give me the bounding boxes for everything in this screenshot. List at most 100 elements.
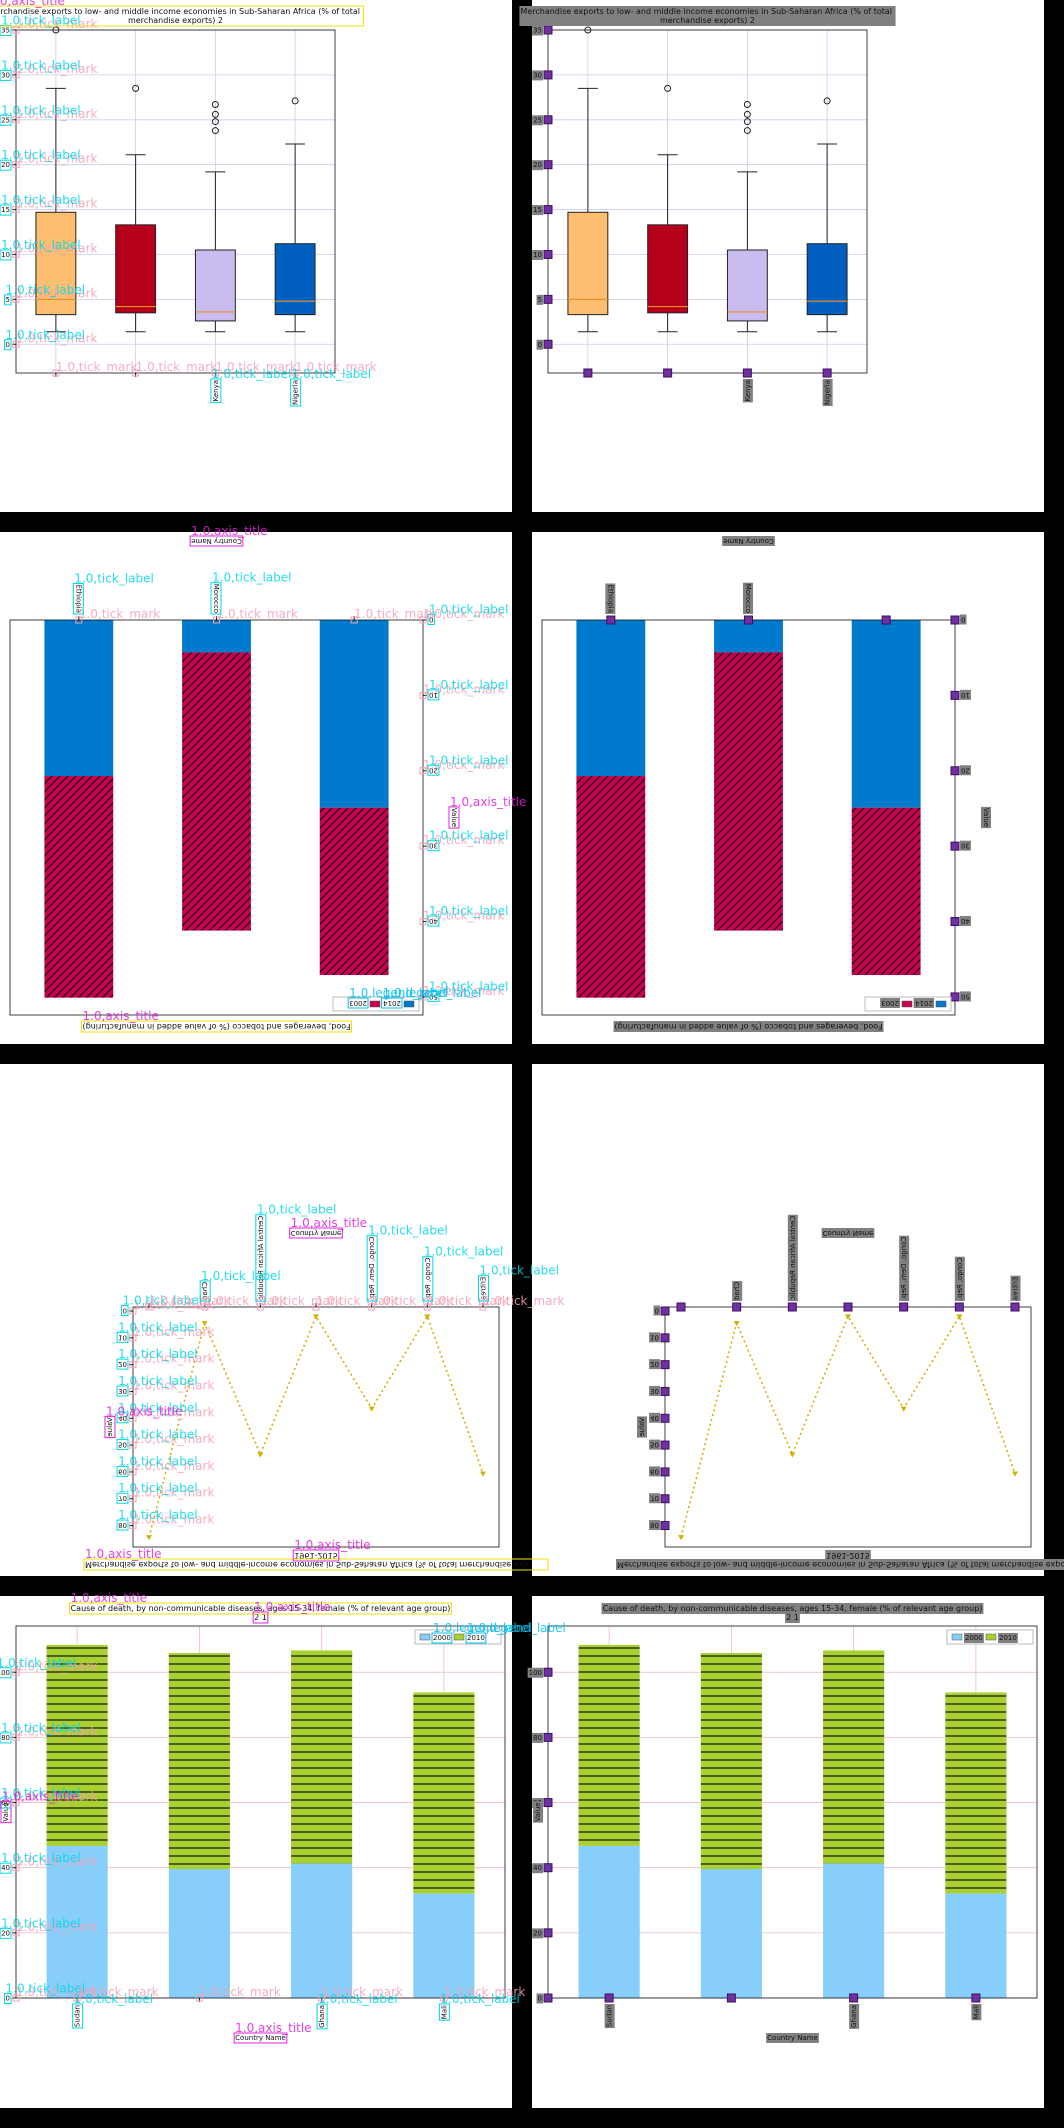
annotation-label: 1.0,tick_mark (133, 1405, 214, 1419)
label-box (960, 991, 971, 1002)
bar-segment (44, 620, 114, 777)
x-tick-label: Mali (440, 2005, 448, 2019)
x-tick-label: Sudan (606, 2005, 614, 2027)
annotation-label: 1.0,tick_mark (423, 984, 504, 998)
annotation-label: 1.0,tick_mark (16, 1724, 97, 1738)
bar-segment (945, 1692, 1007, 1894)
label-outline (478, 1275, 489, 1302)
annotation-label: 1.0,tick_label (429, 603, 509, 617)
y-axis-title: Value (982, 808, 990, 827)
y-tick-label: 0 (429, 616, 433, 624)
x-tick-label: Congo, Rep. (956, 1258, 964, 1300)
label-box (960, 689, 971, 700)
annotation-label: 1.0,tick_label (212, 571, 292, 585)
mark-outline (12, 1864, 20, 1872)
tick-mark-box (660, 1360, 670, 1370)
mark-outline (73, 1994, 81, 2002)
label-box (960, 614, 967, 625)
legend-label: 2014 (383, 999, 401, 1007)
annotation-label: 1.0,tick_mark (16, 241, 97, 255)
chart: 0 5 10 15 20 25 30 35 Kenya Nigeria Merchandise ex… (519, 6, 896, 407)
annotation-label: 1.0,axis_title (294, 1538, 370, 1552)
y-tick-label: 30 (961, 842, 970, 850)
y-tick-label: 40 (1, 1864, 10, 1872)
label-outline (72, 2003, 84, 2029)
x-axis-title: Country Name (191, 537, 242, 545)
y-tick-label: 0 (6, 341, 10, 349)
label-box (960, 916, 971, 927)
annotation-label: 1.0,axis_title (254, 1600, 330, 1614)
annotation-label: 1.0,tick_label (424, 1245, 504, 1259)
label-outline (81, 1020, 352, 1033)
y-tick-label: 70 (118, 1494, 127, 1502)
annotation-label: 1.0,tick_label (429, 979, 509, 993)
annotation-label: 1.0,tick_label (118, 1401, 198, 1415)
annotation-label: 1.0,tick_mark (423, 758, 504, 772)
mark-outline (129, 1441, 137, 1449)
y-tick-label: 40 (118, 1414, 127, 1422)
legend-swatch (369, 1000, 381, 1008)
annotation-label: 1.0,tick_mark (260, 1294, 341, 1308)
label-box (536, 294, 543, 305)
bar-segment (700, 1653, 762, 1870)
tick-mark-box (583, 368, 593, 378)
annotation-label: 1.0,tick_label (118, 1347, 198, 1361)
bar-segment (413, 1692, 475, 1894)
label-box (601, 1603, 984, 1614)
mark-outline (419, 691, 427, 699)
tick-mark-box (881, 615, 891, 625)
label-outline (289, 1227, 343, 1239)
annotation-label: 1.0,tick_label (318, 1992, 398, 2006)
outlier (664, 84, 672, 92)
mark-outline (419, 842, 427, 850)
legend-swatch (403, 1000, 415, 1008)
annotation-label: 1.0,tick_label (1, 238, 81, 252)
y-tick-label: 10 (429, 691, 438, 699)
chart-title: Food, beverages and tobacco (% of value … (83, 1022, 351, 1031)
label-outline (290, 378, 302, 407)
annotation-label: 1.0,legend_label (383, 986, 482, 1000)
label-box (605, 583, 616, 614)
outlier (743, 118, 751, 126)
tick-mark-box (787, 1302, 797, 1312)
mark-outline (12, 26, 20, 34)
bar-segment (578, 1845, 640, 1998)
mark-outline (12, 295, 20, 303)
label-box (880, 998, 900, 1008)
tick-mark-box (543, 160, 553, 170)
label-box (825, 1550, 871, 1561)
bar-segment (823, 1650, 885, 1864)
label-box (1010, 1275, 1021, 1301)
mark-outline (132, 369, 140, 377)
tick-mark-box (543, 115, 553, 125)
mark-outline (479, 1303, 487, 1311)
tick-mark-box (950, 917, 960, 927)
annotation-label: 1.0,tick_mark (16, 62, 97, 76)
marker (313, 1314, 319, 1320)
tick-mark-box (543, 1667, 553, 1677)
annotation-label: 1.0,tick_mark (215, 360, 296, 374)
annotation-label: 1.0,legend_label (349, 986, 448, 1000)
mark-outline (12, 1799, 20, 1807)
annotation-label: 1.0,tick_label (1, 14, 81, 28)
label-outline (316, 2003, 328, 2030)
y-tick-label: 40 (533, 1864, 542, 1872)
label-box (899, 1235, 910, 1301)
bar-segment (714, 652, 783, 931)
mark-outline (291, 369, 299, 377)
mark-outline (350, 616, 358, 624)
label-box (964, 1633, 984, 1643)
mark-outline (419, 993, 427, 1001)
label-box (532, 115, 543, 126)
label-outline (4, 294, 12, 306)
label-box (971, 2003, 982, 2021)
tick-mark-box (660, 1467, 670, 1477)
bar-segment (168, 1653, 230, 1870)
y-axis-title: Value (638, 1417, 646, 1436)
tick-mark-box (843, 1302, 853, 1312)
annotation-label: 1.0,tick_label (118, 1320, 198, 1334)
annotation-label: 1.0,tick_label (118, 1374, 198, 1388)
mark-outline (312, 1303, 320, 1311)
mark-outline (129, 1495, 137, 1503)
